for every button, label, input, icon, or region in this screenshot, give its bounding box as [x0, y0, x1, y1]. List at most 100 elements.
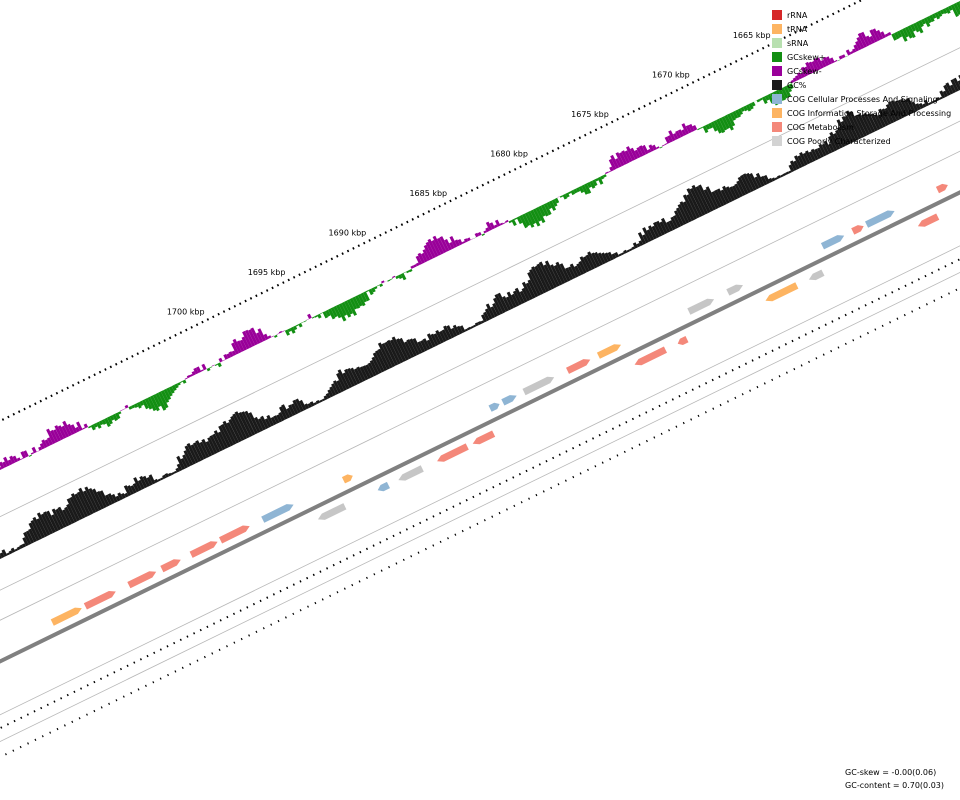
- gc-content-bar: [585, 254, 595, 270]
- legend-label: COG Metabolism: [787, 122, 854, 132]
- gc-content-bar: [99, 490, 110, 507]
- gc-skew-negative-bar: [36, 450, 40, 452]
- tick-label: 1690 kbp: [329, 229, 367, 238]
- cog-poorly-characterized-gene: [687, 298, 715, 315]
- gc-skew-negative-bar: [449, 242, 455, 250]
- gc-skew-positive-bar: [565, 192, 570, 198]
- gc-skew-negative-bar: [392, 275, 396, 279]
- gc-content-bar: [521, 287, 531, 302]
- gc-skew-positive-bar: [578, 186, 585, 194]
- gc-content-bar: [435, 330, 444, 344]
- gc-content-bar: [207, 437, 218, 455]
- gc-skew-negative-bar: [485, 221, 493, 231]
- gc-content-bar: [92, 488, 105, 510]
- gc-skew-negative-bar: [186, 374, 191, 379]
- gc-skew-positive-bar: [341, 301, 352, 318]
- gc-skew-positive-bar: [131, 404, 136, 409]
- gc-content-bar: [918, 102, 924, 109]
- gc-content-bar: [55, 508, 67, 528]
- gc-content-bar: [867, 113, 878, 132]
- ring-guide-line: [0, 150, 960, 621]
- gc-content-bar: [711, 191, 722, 208]
- gc-skew-negative-bar: [624, 150, 633, 163]
- gc-skew-positive-bar: [907, 25, 916, 38]
- gc-skew-negative-bar: [120, 409, 124, 412]
- legend-swatch: [772, 136, 782, 146]
- gc-skew-negative-bar: [16, 457, 21, 462]
- gc-skew-positive-bar: [344, 300, 353, 315]
- gc-content-bar: [273, 415, 280, 424]
- gc-skew-negative-bar: [790, 79, 795, 84]
- gc-content-bar: [722, 185, 733, 203]
- gc-content-bar: [441, 329, 450, 341]
- tick-label: 1680 kbp: [490, 150, 528, 159]
- gc-content-bar: [57, 506, 70, 527]
- gc-content-bar: [439, 330, 447, 343]
- gc-content-bar: [176, 455, 186, 470]
- gc-content-bar: [755, 172, 765, 187]
- gc-content-bar: [793, 160, 800, 170]
- gc-content-bar: [40, 513, 54, 535]
- gc-skew-negative-bar: [410, 265, 415, 269]
- gc-skew-negative-bar: [239, 339, 248, 351]
- gc-skew-negative-bar: [880, 31, 886, 39]
- gc-skew-negative-bar: [820, 59, 827, 68]
- gc-skew-positive-bar: [697, 128, 701, 131]
- gc-content-bar: [637, 232, 647, 245]
- gc-content-bar: [939, 90, 946, 99]
- gc-content-bar: [323, 395, 328, 401]
- gc-content-bar: [325, 392, 331, 399]
- gc-content-bar: [371, 356, 382, 374]
- gc-skew-negative-bar: [855, 41, 862, 51]
- gc-content-bar: [32, 516, 45, 539]
- gc-skew-positive-bar: [101, 419, 107, 425]
- gc-skew-positive-bar: [104, 417, 111, 427]
- gc-content-bar: [576, 263, 585, 275]
- legend-swatch: [772, 108, 782, 118]
- gc-content-bar: [162, 474, 167, 480]
- gc-content-bar: [933, 99, 938, 103]
- gc-skew-positive-bar: [532, 208, 542, 222]
- gc-skew-negative-bar: [191, 371, 196, 376]
- legend-label: COG Poorly Characterized: [787, 136, 891, 146]
- gc-skew-negative-bar: [841, 54, 846, 59]
- gc-content-bar: [736, 180, 746, 196]
- gc-skew-positive-bar: [158, 391, 169, 409]
- gc-skew-negative-bar: [189, 373, 194, 377]
- cog-metabolism-gene: [437, 443, 469, 462]
- legend-label: GC%: [787, 80, 807, 90]
- gc-content-bar: [531, 266, 547, 294]
- gc-content-bar: [897, 99, 908, 117]
- gc-skew-negative-bar: [609, 166, 614, 172]
- gc-content-bar: [43, 511, 56, 534]
- gc-skew-negative-bar: [67, 423, 75, 435]
- gc-skew-negative-bar: [822, 56, 830, 67]
- gc-skew-negative-bar: [44, 439, 51, 447]
- gc-content-bar: [890, 100, 903, 120]
- gc-skew-positive-bar: [918, 20, 924, 28]
- gc-content-bar: [213, 430, 226, 451]
- gc-skew-positive-bar: [724, 114, 734, 131]
- gc-content-bar: [922, 103, 927, 108]
- legend-swatch: [772, 24, 782, 34]
- tick-label: 1700 kbp: [167, 308, 205, 317]
- gc-content-bar: [881, 108, 892, 125]
- gc-content-bar: [878, 108, 889, 127]
- cog-cellular-gene: [377, 481, 390, 492]
- gc-content-bar: [137, 479, 145, 490]
- gc-skew-negative-bar: [667, 135, 673, 143]
- gc-content-bar: [666, 221, 674, 232]
- gc-content-bar: [51, 508, 64, 530]
- gc-content-bar: [36, 518, 48, 538]
- gc-content-bar: [160, 477, 164, 481]
- gc-content-bar: [632, 242, 638, 249]
- gc-content-bar: [529, 269, 544, 295]
- gc-skew-negative-bar: [804, 66, 811, 76]
- gc-skew-positive-bar: [543, 203, 552, 216]
- gc-content-bar: [130, 485, 137, 494]
- legend: rRNA tRNA sRNA GCskew+ GCskew- GC% COG Cellula…: [772, 8, 951, 148]
- gc-content-bar: [502, 296, 512, 311]
- cog-metabolism-gene: [160, 559, 181, 573]
- gc-content-bar: [464, 328, 469, 332]
- gc-skew-negative-bar: [865, 35, 873, 45]
